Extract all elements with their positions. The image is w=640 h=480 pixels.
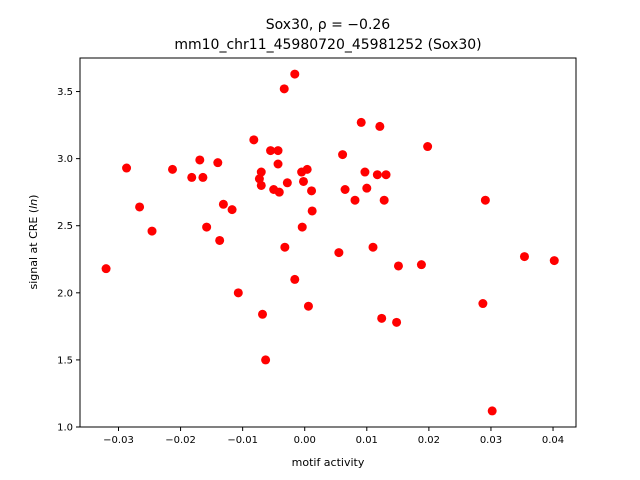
y-axis-label-italic: ln bbox=[27, 199, 40, 209]
data-point bbox=[274, 187, 284, 197]
data-point bbox=[273, 146, 283, 156]
data-point bbox=[290, 69, 300, 79]
data-point bbox=[198, 172, 208, 182]
data-point bbox=[360, 167, 370, 177]
y-tick-label: 2.5 bbox=[57, 221, 73, 232]
data-point bbox=[282, 178, 292, 188]
data-point bbox=[167, 164, 177, 174]
data-point bbox=[279, 84, 289, 94]
data-point bbox=[340, 184, 350, 194]
data-point bbox=[379, 195, 389, 205]
y-tick-label: 1.0 bbox=[57, 423, 73, 434]
data-point bbox=[377, 313, 387, 323]
chart-title-line2: mm10_chr11_45980720_45981252 (Sox30) bbox=[174, 37, 481, 53]
data-point bbox=[261, 355, 271, 365]
x-tick-label: 0.01 bbox=[356, 435, 378, 446]
data-point bbox=[266, 146, 276, 156]
y-axis-label: signal at CRE (ln) bbox=[27, 195, 40, 290]
y-tick-label: 3.0 bbox=[57, 154, 73, 165]
data-point bbox=[297, 222, 307, 232]
data-point bbox=[298, 176, 308, 186]
data-point bbox=[213, 158, 223, 168]
data-point bbox=[122, 163, 132, 173]
x-axis-label: motif activity bbox=[292, 456, 365, 469]
data-point bbox=[368, 242, 378, 252]
data-point bbox=[338, 150, 348, 160]
x-tick-label: −0.01 bbox=[227, 435, 258, 446]
data-point bbox=[393, 261, 403, 271]
data-point bbox=[249, 135, 259, 145]
data-point bbox=[195, 155, 205, 165]
data-point bbox=[350, 195, 360, 205]
y-tick-label: 1.5 bbox=[57, 355, 73, 366]
x-tick-label: 0.03 bbox=[480, 435, 502, 446]
data-point bbox=[356, 117, 366, 127]
data-point bbox=[187, 172, 197, 182]
data-point bbox=[549, 256, 559, 266]
data-point bbox=[416, 260, 426, 270]
data-point bbox=[480, 195, 490, 205]
data-point bbox=[478, 299, 488, 309]
data-point bbox=[372, 170, 382, 180]
data-point bbox=[303, 301, 313, 311]
data-point bbox=[375, 121, 385, 131]
data-point bbox=[273, 159, 283, 169]
data-point bbox=[307, 186, 317, 196]
data-point bbox=[519, 252, 529, 262]
y-axis-label-prefix: signal at CRE ( bbox=[27, 209, 40, 290]
data-point bbox=[202, 222, 212, 232]
plot-area-frame bbox=[79, 57, 577, 428]
data-point bbox=[362, 183, 372, 193]
data-point bbox=[290, 274, 300, 284]
data-point bbox=[280, 242, 290, 252]
data-point bbox=[215, 235, 225, 245]
x-tick-label: −0.02 bbox=[165, 435, 196, 446]
x-tick-label: 0.02 bbox=[418, 435, 440, 446]
data-point bbox=[135, 202, 145, 212]
data-point bbox=[258, 309, 268, 319]
y-tick-label: 3.5 bbox=[57, 87, 73, 98]
x-tick-label: 0.04 bbox=[542, 435, 564, 446]
data-point bbox=[302, 164, 312, 174]
data-point bbox=[227, 205, 237, 215]
data-point bbox=[147, 226, 157, 236]
data-point bbox=[423, 142, 433, 152]
x-tick-label: 0.00 bbox=[294, 435, 316, 446]
y-tick-label: 2.0 bbox=[57, 288, 73, 299]
data-point bbox=[334, 248, 344, 258]
data-point bbox=[218, 199, 228, 209]
x-tick-label: −0.03 bbox=[103, 435, 134, 446]
data-point bbox=[381, 170, 391, 180]
data-points bbox=[101, 69, 559, 416]
y-axis-ticks: 1.0 1.5 2.0 2.5 3.0 3.5 bbox=[57, 87, 80, 434]
data-point bbox=[307, 206, 317, 216]
data-point bbox=[256, 180, 266, 190]
data-point bbox=[101, 264, 111, 274]
data-point bbox=[233, 288, 243, 298]
x-axis-ticks: −0.03 −0.02 −0.01 0.00 0.01 0.02 0.03 0.04 bbox=[103, 427, 564, 446]
chart-title-line1: Sox30, ρ = −0.26 bbox=[266, 17, 391, 33]
y-axis-label-suffix: ) bbox=[27, 195, 40, 199]
data-point bbox=[487, 406, 497, 416]
data-point bbox=[392, 317, 402, 327]
data-point bbox=[256, 167, 266, 177]
